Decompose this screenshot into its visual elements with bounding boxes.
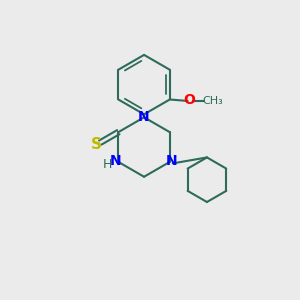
Text: O: O bbox=[183, 93, 195, 107]
Text: N: N bbox=[166, 154, 177, 168]
Text: N: N bbox=[138, 110, 150, 124]
Text: N: N bbox=[110, 154, 121, 168]
Text: CH₃: CH₃ bbox=[202, 96, 223, 106]
Text: S: S bbox=[91, 136, 102, 152]
Text: H: H bbox=[102, 158, 112, 171]
